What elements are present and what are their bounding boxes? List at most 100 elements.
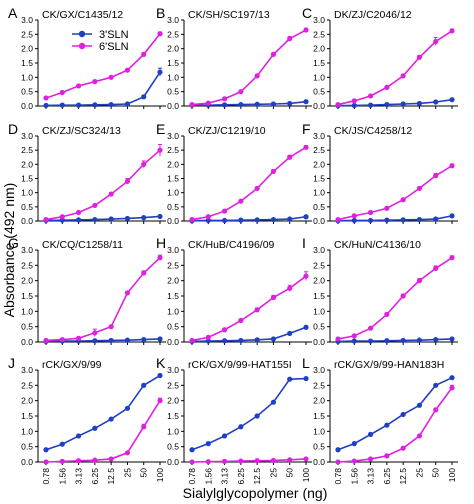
data-point-3sln-j bbox=[157, 372, 163, 379]
y-tick-label-k: 1.5 bbox=[167, 411, 179, 421]
data-point-3sln-j bbox=[124, 405, 131, 411]
data-point-6sln-i bbox=[433, 265, 439, 271]
y-tick-label-i: 2.0 bbox=[313, 276, 325, 286]
x-tick-label-l: 1.56 bbox=[349, 468, 359, 485]
y-tick-label-e: 2.5 bbox=[167, 145, 179, 155]
panel-letter-f: F bbox=[302, 121, 311, 137]
y-tick-label-k: 0.0 bbox=[167, 457, 179, 467]
data-point-6sln-h bbox=[205, 334, 211, 340]
y-tick-label-a: 2.0 bbox=[21, 44, 33, 54]
y-tick-label-k: 0.5 bbox=[167, 442, 179, 452]
data-point-6sln-l bbox=[351, 458, 357, 464]
y-tick-label-e: 0.0 bbox=[167, 216, 179, 226]
y-tick-label-g: 0.5 bbox=[21, 322, 33, 332]
data-point-6sln-l bbox=[384, 453, 390, 459]
data-point-6sln-j bbox=[157, 398, 163, 404]
data-point-6sln-b bbox=[254, 73, 260, 79]
data-point-3sln-b bbox=[270, 101, 277, 107]
data-point-6sln-c bbox=[449, 28, 455, 34]
y-tick-label-c: 0.0 bbox=[313, 101, 325, 111]
y-tick-label-f: 2.5 bbox=[313, 145, 325, 155]
data-point-3sln-i bbox=[400, 337, 406, 344]
data-point-6sln-l bbox=[367, 456, 374, 462]
data-point-3sln-e bbox=[238, 217, 244, 223]
data-point-6sln-c bbox=[384, 84, 390, 90]
data-point-6sln-l bbox=[400, 445, 406, 451]
series-line-6sln-k bbox=[191, 458, 307, 463]
x-tick-label-j: 12.5 bbox=[106, 468, 116, 485]
panel-letter-l: L bbox=[302, 355, 310, 371]
data-point-6sln-b bbox=[270, 51, 277, 58]
data-point-3sln-j bbox=[108, 416, 114, 422]
y-tick-label-e: 1.0 bbox=[167, 188, 179, 198]
panel-letter-g: G bbox=[8, 235, 19, 251]
panel-letter-j: J bbox=[8, 355, 15, 371]
data-point-3sln-g bbox=[92, 338, 98, 344]
data-point-3sln-c bbox=[351, 102, 357, 109]
series-line-6sln-g bbox=[45, 257, 161, 342]
data-point-6sln-i bbox=[416, 278, 423, 284]
data-point-6sln-j bbox=[108, 456, 114, 462]
y-tick-label-j: 1.0 bbox=[21, 426, 33, 436]
data-point-6sln-h bbox=[221, 327, 228, 333]
data-point-6sln-j bbox=[92, 457, 98, 463]
data-point-6sln-k bbox=[238, 458, 244, 464]
y-tick-label-k: 2.0 bbox=[167, 396, 179, 406]
data-point-3sln-e bbox=[205, 217, 211, 224]
data-point-6sln-f bbox=[433, 173, 439, 179]
data-point-3sln-e bbox=[221, 217, 228, 224]
x-axis-title: Sialylglycopolymer (ng) bbox=[183, 485, 328, 501]
data-point-3sln-f bbox=[384, 217, 390, 223]
series-line-3sln-g bbox=[45, 338, 161, 343]
data-point-3sln-c bbox=[433, 99, 439, 105]
series-line-3sln-i bbox=[337, 338, 453, 343]
data-point-6sln-l bbox=[416, 433, 423, 439]
data-point-6sln-e bbox=[270, 168, 277, 175]
x-tick-label-k: 6.25 bbox=[236, 468, 246, 485]
data-point-6sln-f bbox=[384, 205, 390, 211]
data-point-3sln-h bbox=[238, 337, 244, 344]
panel-g: G CK/CQ/C1258/11 0.0 0.5 1.0 1.5 2.0 2.5 3.0 bbox=[8, 235, 166, 347]
y-tick-label-b: 1.5 bbox=[167, 58, 179, 68]
data-point-6sln-l bbox=[335, 459, 341, 465]
data-point-6sln-f bbox=[367, 209, 374, 216]
y-tick-label-j: 2.5 bbox=[21, 380, 33, 390]
data-point-3sln-k bbox=[189, 447, 195, 453]
y-tick-label-i: 0.5 bbox=[313, 322, 325, 332]
panel-f: F CK/JS/C4258/12 0.0 0.5 1.0 1.5 2.0 2.5 3.0 bbox=[302, 121, 458, 226]
panel-e: E CK/ZJ/C1219/10 0.0 0.5 1.0 1.5 2.0 2.5 3.0 bbox=[156, 121, 312, 226]
y-tick-label-j: 0.0 bbox=[21, 457, 33, 467]
y-tick-label-l: 2.0 bbox=[313, 396, 325, 406]
data-point-6sln-g bbox=[43, 337, 49, 344]
data-point-3sln-g bbox=[124, 337, 131, 343]
data-point-3sln-l bbox=[416, 402, 423, 408]
data-point-3sln-a bbox=[92, 102, 98, 108]
data-point-3sln-l bbox=[433, 382, 439, 388]
y-tick-label-g: 1.5 bbox=[21, 291, 33, 301]
data-point-3sln-l bbox=[449, 375, 455, 381]
series-line-6sln-c bbox=[337, 30, 453, 106]
y-tick-label-d: 0.0 bbox=[21, 216, 33, 226]
data-point-6sln-a bbox=[157, 31, 163, 37]
data-point-6sln-a bbox=[59, 89, 65, 96]
data-point-3sln-c bbox=[416, 100, 423, 107]
data-point-3sln-j bbox=[59, 441, 65, 447]
data-point-6sln-e bbox=[254, 185, 260, 192]
series-line-3sln-d bbox=[45, 215, 161, 222]
y-tick-label-l: 1.0 bbox=[313, 426, 325, 436]
y-tick-label-g: 3.0 bbox=[21, 245, 33, 255]
panel-letter-k: K bbox=[156, 355, 166, 371]
data-point-3sln-f bbox=[367, 217, 374, 224]
data-point-3sln-d bbox=[157, 213, 163, 220]
data-point-6sln-a bbox=[75, 83, 82, 89]
data-point-6sln-i bbox=[367, 325, 374, 331]
y-tick-label-f: 0.0 bbox=[313, 216, 325, 226]
panel-b: B CK/SH/SC197/13 0.0 0.5 1.0 1.5 2.0 2.5 3.0 bbox=[156, 5, 312, 111]
y-tick-label-j: 1.5 bbox=[21, 411, 33, 421]
data-point-3sln-d bbox=[108, 216, 114, 222]
data-point-3sln-e bbox=[270, 216, 277, 223]
series-line-6sln-l bbox=[337, 387, 453, 463]
y-tick-label-g: 2.5 bbox=[21, 260, 33, 270]
panel-title-g: CK/CQ/C1258/11 bbox=[42, 239, 123, 251]
